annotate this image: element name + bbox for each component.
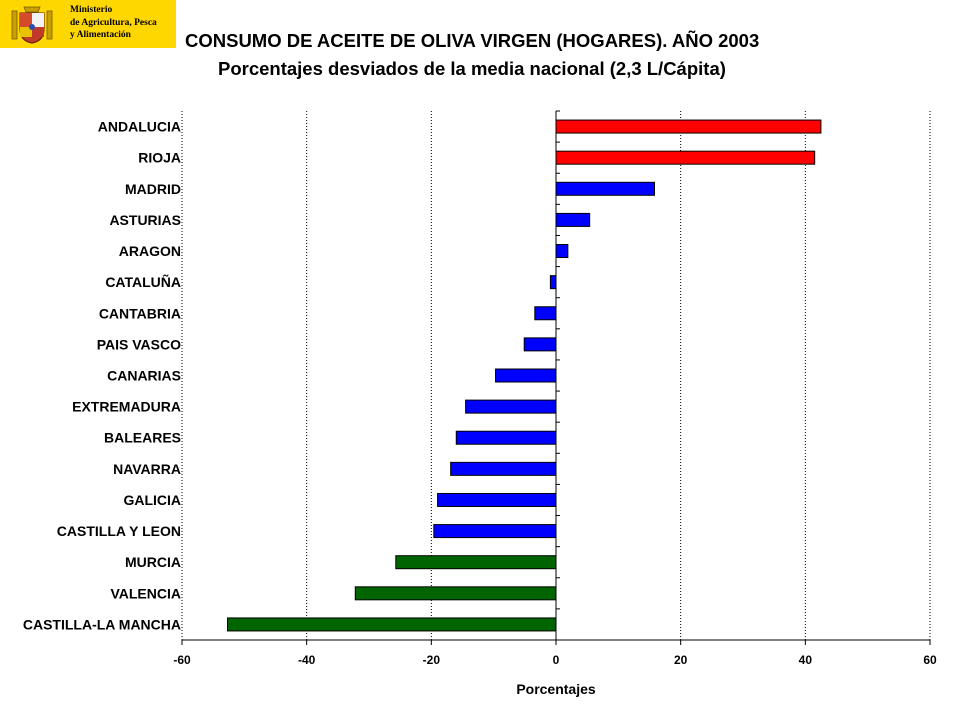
x-tick-label-5: 40 [799, 653, 813, 667]
category-label-15: VALENCIA [110, 585, 181, 601]
bar-12 [437, 492, 557, 507]
x-tick-label-3: 0 [553, 653, 560, 667]
chart-title: CONSUMO DE ACEITE DE OLIVA VIRGEN (HOGAR… [185, 30, 760, 51]
bar-4 [555, 244, 569, 259]
bar-14 [395, 555, 557, 570]
category-label-13: CASTILLA Y LEON [57, 523, 181, 539]
bar-9 [465, 399, 557, 414]
category-label-9: EXTREMADURA [72, 399, 181, 415]
x-tick-label-4: 20 [674, 653, 688, 667]
category-label-0: ANDALUCIA [98, 119, 181, 135]
x-tick-label-6: 60 [923, 653, 937, 667]
category-label-4: ARAGON [119, 243, 181, 259]
category-label-5: CATALUÑA [105, 273, 181, 290]
category-label-2: MADRID [125, 181, 181, 197]
bar-2 [555, 181, 655, 196]
category-label-11: NAVARRA [113, 461, 181, 477]
bar-7 [523, 337, 557, 352]
bar-15 [354, 586, 557, 601]
category-label-6: CANTABRIA [99, 305, 181, 321]
bar-8 [495, 368, 557, 383]
category-label-3: ASTURIAS [109, 212, 181, 228]
x-axis-title: Porcentajes [516, 681, 596, 697]
category-label-1: RIOJA [138, 150, 181, 166]
ministry-line-2: de Agricultura, Pesca [70, 17, 157, 28]
coat-of-arms-icon [11, 6, 53, 44]
x-tick-label-0: -60 [173, 653, 191, 667]
bar-0 [555, 119, 822, 134]
ministry-logo: Ministerio de Agricultura, Pesca y Alime… [0, 0, 176, 48]
ministry-line-3: y Alimentación [70, 30, 131, 40]
bar-5 [549, 275, 557, 290]
ministry-line-1: Ministerio [70, 5, 113, 15]
x-tick-label-2: -20 [423, 653, 441, 667]
category-label-8: CANARIAS [107, 368, 181, 384]
chart-subtitle: Porcentajes desviados de la media nacion… [218, 58, 726, 79]
bar-1 [555, 150, 816, 165]
bar-11 [450, 461, 557, 476]
bar-16 [227, 617, 557, 632]
category-label-10: BALEARES [104, 430, 181, 446]
category-label-16: CASTILLA-LA MANCHA [23, 616, 181, 632]
category-label-12: GALICIA [123, 492, 181, 508]
bar-3 [555, 212, 591, 227]
bar-10 [455, 430, 557, 445]
category-label-14: MURCIA [125, 554, 181, 570]
x-tick-label-1: -40 [298, 653, 316, 667]
category-label-7: PAIS VASCO [97, 336, 181, 352]
bar-13 [433, 524, 557, 539]
bar-6 [534, 306, 557, 321]
